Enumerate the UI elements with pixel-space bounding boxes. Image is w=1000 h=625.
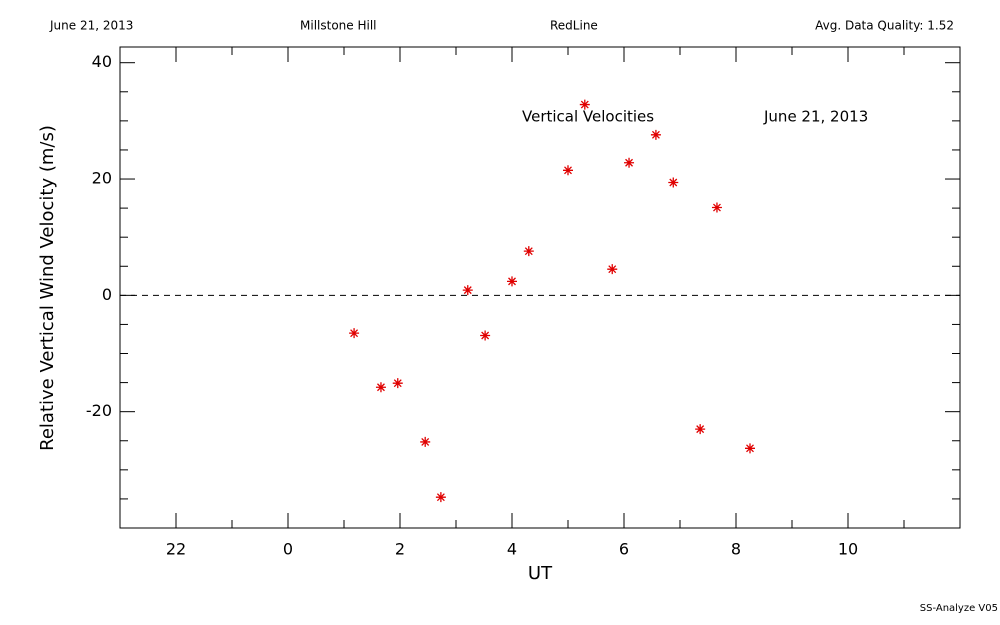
point bbox=[624, 157, 635, 168]
point bbox=[668, 177, 679, 188]
point bbox=[375, 382, 386, 393]
point bbox=[711, 202, 722, 213]
point bbox=[392, 378, 403, 389]
point bbox=[435, 492, 446, 503]
y-tick-label: -20 bbox=[86, 401, 112, 420]
header-site: Millstone Hill bbox=[300, 19, 376, 33]
point bbox=[349, 328, 360, 339]
header-line: RedLine bbox=[550, 19, 598, 33]
x-axis-label: UT bbox=[528, 563, 553, 584]
annotation: June 21, 2013 bbox=[763, 108, 868, 126]
x-tick-label: 22 bbox=[166, 540, 186, 559]
y-tick-label: 0 bbox=[102, 285, 112, 304]
x-tick-label: 4 bbox=[507, 540, 517, 559]
x-tick-label: 0 bbox=[283, 540, 293, 559]
y-tick-label: 20 bbox=[92, 169, 112, 188]
y-tick-label: 40 bbox=[92, 52, 112, 71]
point bbox=[523, 246, 534, 257]
x-tick-label: 10 bbox=[838, 540, 858, 559]
point bbox=[462, 285, 473, 296]
point bbox=[745, 443, 755, 454]
point bbox=[480, 330, 491, 341]
point bbox=[607, 264, 618, 275]
header-date: June 21, 2013 bbox=[49, 19, 133, 33]
x-tick-label: 8 bbox=[731, 540, 741, 559]
point bbox=[563, 165, 573, 176]
y-axis-label: Relative Vertical Wind Velocity (m/s) bbox=[37, 125, 58, 451]
annotation: Vertical Velocities bbox=[522, 108, 654, 126]
header-quality: Avg. Data Quality: 1.52 bbox=[815, 19, 954, 33]
point bbox=[695, 424, 706, 435]
x-tick-label: 6 bbox=[619, 540, 629, 559]
point bbox=[507, 276, 517, 287]
plot-frame bbox=[119, 46, 961, 529]
point bbox=[579, 99, 590, 110]
x-tick-label: 2 bbox=[395, 540, 405, 559]
point bbox=[650, 129, 661, 140]
point bbox=[420, 436, 431, 447]
footer: SS-Analyze V05 bbox=[920, 603, 998, 614]
